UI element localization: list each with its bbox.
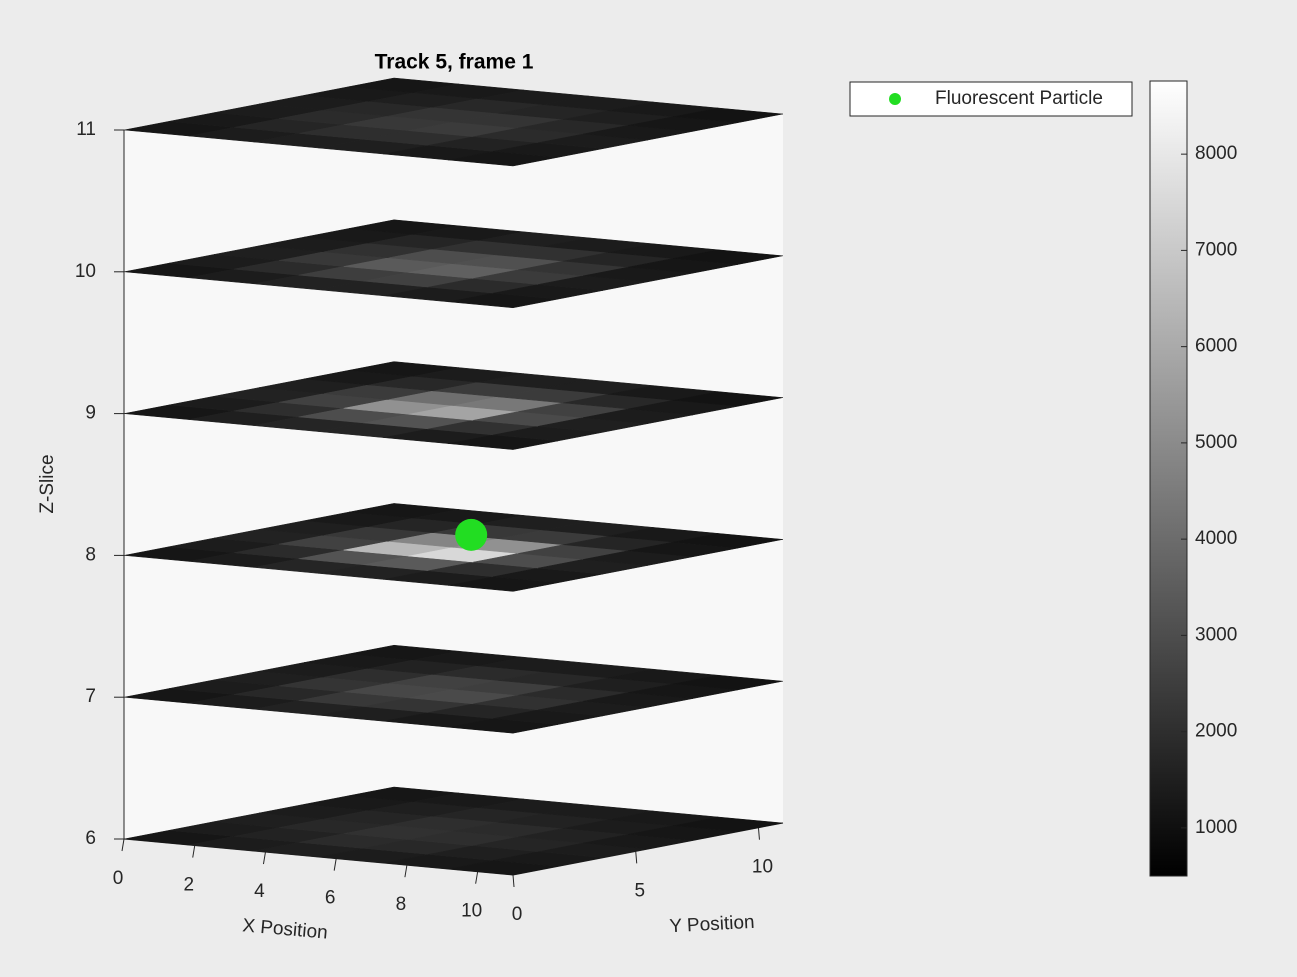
z-tick-label: 7 bbox=[85, 686, 96, 707]
y-tick-label: 10 bbox=[752, 857, 773, 878]
x-tick bbox=[193, 846, 195, 858]
z-tick-label: 6 bbox=[85, 828, 96, 849]
x-tick bbox=[263, 852, 265, 864]
colorbar-tick-label: 2000 bbox=[1195, 721, 1237, 742]
z-tick-label: 11 bbox=[76, 119, 96, 140]
y-tick bbox=[636, 851, 637, 863]
z-tick-label: 9 bbox=[85, 403, 96, 424]
x-tick-label: 6 bbox=[325, 888, 336, 909]
colorbar-tick-label: 7000 bbox=[1195, 239, 1237, 260]
z-axis-label: Z-Slice bbox=[37, 454, 58, 513]
figure: Track 5, frame 1 Z-Slice X Position Y Po… bbox=[0, 0, 1297, 977]
y-tick-label: 5 bbox=[634, 880, 645, 901]
colorbar-tick-label: 5000 bbox=[1195, 432, 1237, 453]
colorbar-tick-label: 3000 bbox=[1195, 624, 1237, 645]
legend-label: Fluorescent Particle bbox=[935, 88, 1103, 109]
x-axis-label: X Position bbox=[242, 915, 329, 943]
colorbar-tick-label: 1000 bbox=[1195, 817, 1237, 838]
x-tick-label: 8 bbox=[396, 894, 407, 915]
y-tick-label: 0 bbox=[512, 904, 523, 925]
colorbar bbox=[1150, 81, 1187, 876]
x-tick-label: 0 bbox=[113, 868, 124, 889]
x-tick bbox=[405, 865, 407, 877]
y-axis-label: Y Position bbox=[669, 912, 755, 937]
colorbar-tick-label: 6000 bbox=[1195, 336, 1237, 357]
chart-title: Track 5, frame 1 bbox=[375, 51, 534, 74]
x-tick-label: 2 bbox=[183, 875, 194, 896]
x-tick bbox=[334, 859, 336, 871]
x-tick bbox=[476, 872, 478, 884]
x-tick-label: 4 bbox=[254, 881, 265, 902]
particle bbox=[455, 519, 487, 551]
z-tick-label: 8 bbox=[85, 544, 96, 565]
y-tick bbox=[758, 828, 759, 840]
z-tick-label: 10 bbox=[75, 261, 96, 282]
colorbar-tick-label: 4000 bbox=[1195, 528, 1237, 549]
legend-marker bbox=[889, 93, 901, 105]
y-tick bbox=[513, 875, 514, 887]
x-tick bbox=[122, 839, 124, 851]
axes-background bbox=[124, 78, 783, 875]
x-tick-label: 10 bbox=[461, 901, 482, 922]
colorbar-tick-label: 8000 bbox=[1195, 143, 1237, 164]
